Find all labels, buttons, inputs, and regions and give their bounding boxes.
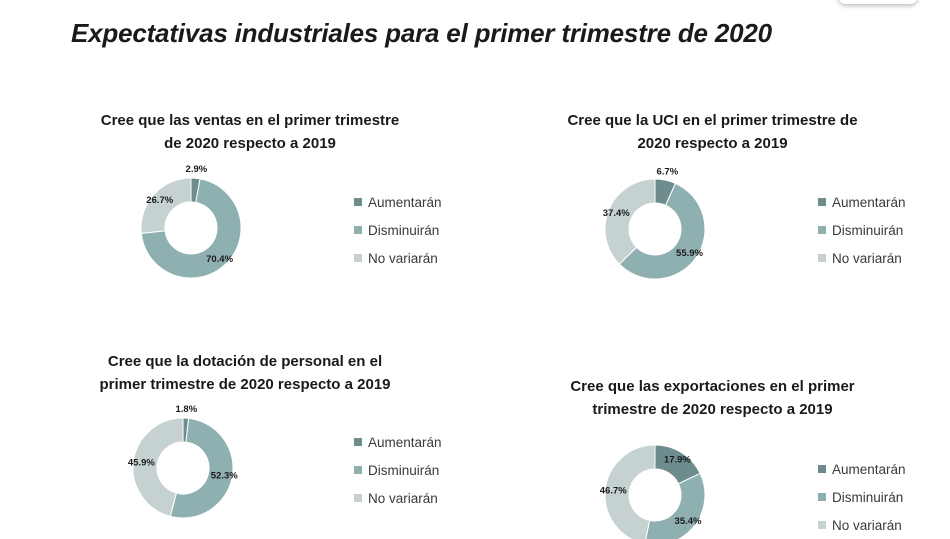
legend-label: No variarán (832, 517, 902, 533)
chart-title-line-1: Cree que la dotación de personal en el (107, 353, 383, 370)
legend-swatch (818, 493, 826, 501)
chart-title-line-2: trimestre de 2020 respecto a 2019 (592, 401, 833, 418)
chart-title-line-1: Cree que las exportaciones en el primer (570, 378, 855, 395)
legend-swatch (818, 465, 826, 473)
legend-item-aumentaran: Aumentarán (354, 188, 442, 216)
legend-item-disminuiran: Disminuirán (818, 483, 906, 511)
legend-label: Aumentarán (368, 434, 442, 450)
donut-chart: 1.8% 52.3% 45.9% (128, 404, 238, 519)
legend-swatch (354, 254, 362, 262)
legend-swatch (354, 438, 362, 446)
donut-slice-disminuiran (169, 417, 234, 519)
chart-title: Cree que las exportaciones en el primer … (550, 375, 875, 421)
legend-item-aumentaran: Aumentarán (818, 188, 906, 216)
legend-swatch (818, 521, 826, 529)
donut-slice-no-variaran (604, 444, 656, 539)
legend-label: Aumentarán (832, 194, 906, 210)
data-label-aumentaran: 2.9% (186, 164, 208, 175)
data-label-disminuiran: 35.4% (675, 516, 702, 527)
legend-item-disminuiran: Disminuirán (818, 216, 906, 244)
legend-swatch (354, 226, 362, 234)
donut-slice-disminuiran (645, 472, 706, 539)
donut-chart: 2.9% 70.4% 26.7% (140, 164, 242, 279)
legend-item-disminuiran: Disminuirán (354, 216, 442, 244)
data-label-aumentaran: 6.7% (656, 166, 678, 177)
donut-chart: 6.7% 55.9% 37.4% (603, 166, 706, 280)
data-label-aumentaran: 17.9% (664, 454, 691, 465)
data-label-disminuiran: 70.4% (206, 254, 233, 265)
data-label-no-variaran: 37.4% (603, 208, 630, 219)
chart-title: Cree que la dotación de personal en el p… (75, 350, 415, 396)
legend-label: Disminuirán (368, 462, 440, 478)
data-label-no-variaran: 45.9% (128, 458, 155, 469)
legend-item-no-variaran: No variarán (818, 244, 906, 272)
legend-item-no-variaran: No variarán (354, 244, 442, 272)
legend-label: Aumentarán (832, 461, 906, 477)
donut-chart: 17.9% 35.4% 46.7% (600, 444, 706, 539)
chart-title-line-1: Cree que la UCI en el primer trimestre d… (567, 112, 858, 129)
legend-item-no-variaran: No variarán (818, 511, 906, 539)
chart-title-line-1: Cree que las ventas en el primer trimest… (100, 112, 400, 129)
legend-label: Aumentarán (368, 194, 442, 210)
legend: Aumentarán Disminuirán No variarán (354, 188, 442, 272)
legend-label: Disminuirán (832, 489, 904, 505)
legend-item-disminuiran: Disminuirán (354, 456, 442, 484)
legend-label: No variarán (368, 490, 438, 506)
legend-swatch (818, 198, 826, 206)
legend: Aumentarán Disminuirán No variarán (818, 188, 906, 272)
legend-item-aumentaran: Aumentarán (354, 428, 442, 456)
top-tab-decoration (838, 0, 918, 4)
legend-swatch (818, 226, 826, 234)
legend-label: Disminuirán (368, 222, 440, 238)
legend-swatch (354, 198, 362, 206)
chart-title: Cree que la UCI en el primer trimestre d… (550, 109, 875, 155)
chart-title-line-2: 2020 respecto a 2019 (637, 135, 788, 152)
legend-item-aumentaran: Aumentarán (818, 455, 906, 483)
legend-swatch (818, 254, 826, 262)
chart-title-line-2: de 2020 respecto a 2019 (164, 135, 336, 152)
donut-slice-no-variaran (140, 177, 192, 234)
legend-label: No variarán (368, 250, 438, 266)
donut-slice-no-variaran (132, 417, 184, 517)
data-label-aumentaran: 1.8% (176, 404, 198, 415)
page-title: Expectativas industriales para el primer… (71, 18, 772, 48)
legend: Aumentarán Disminuirán No variarán (818, 455, 906, 539)
donut-slice-disminuiran (140, 178, 242, 279)
data-label-no-variaran: 46.7% (600, 486, 627, 497)
legend-swatch (354, 494, 362, 502)
donut-slice-no-variaran (604, 178, 656, 265)
chart-title: Cree que las ventas en el primer trimest… (90, 109, 410, 155)
data-label-disminuiran: 52.3% (211, 471, 238, 482)
data-label-no-variaran: 26.7% (146, 195, 173, 206)
chart-title-line-2: primer trimestre de 2020 respecto a 2019 (99, 376, 391, 393)
donut-slice-disminuiran (618, 182, 706, 280)
legend-item-no-variaran: No variarán (354, 484, 442, 512)
legend: Aumentarán Disminuirán No variarán (354, 428, 442, 512)
data-label-disminuiran: 55.9% (676, 248, 703, 259)
legend-swatch (354, 466, 362, 474)
legend-label: Disminuirán (832, 222, 904, 238)
legend-label: No variarán (832, 250, 902, 266)
